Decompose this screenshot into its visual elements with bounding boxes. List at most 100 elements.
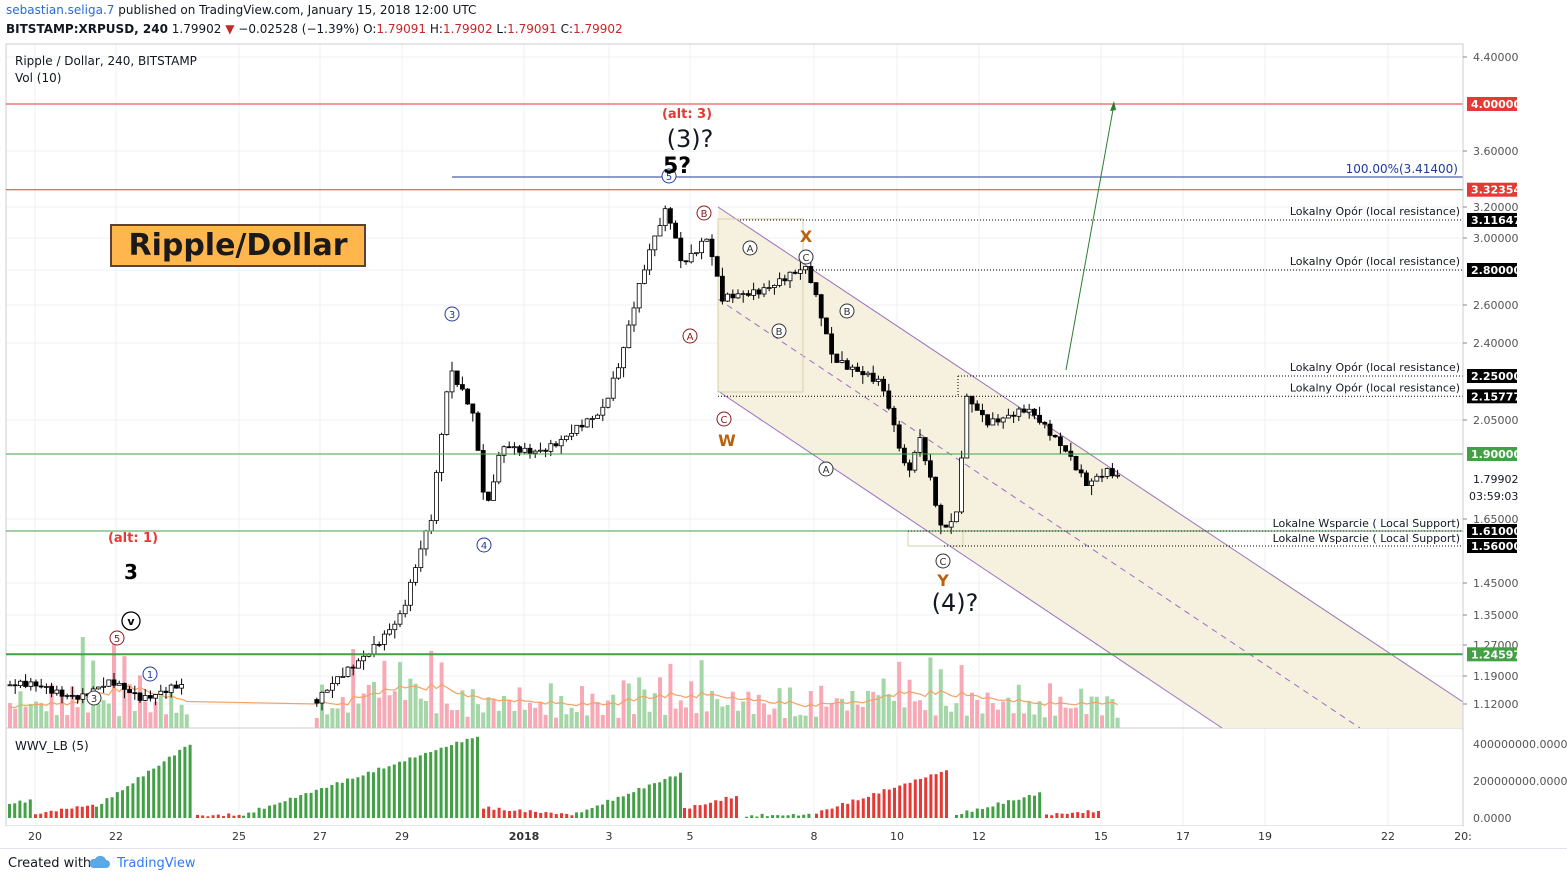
dotted-level-tag: 1.56000 bbox=[1471, 540, 1521, 553]
volume-bar bbox=[101, 700, 106, 728]
candle-body bbox=[735, 293, 741, 299]
candle-body bbox=[652, 235, 658, 251]
indicator-label: WWV_LB (5) bbox=[15, 739, 89, 753]
candle-body bbox=[543, 449, 548, 452]
volume-bar bbox=[626, 683, 631, 728]
volume-bar bbox=[689, 681, 694, 728]
volume-bar bbox=[699, 660, 704, 728]
wwv-bar bbox=[560, 813, 563, 818]
volume-bar bbox=[548, 683, 553, 728]
wwv-bar bbox=[893, 787, 896, 818]
wave-circle bbox=[682, 328, 698, 344]
wwv-bar bbox=[585, 809, 589, 818]
volume-bar bbox=[496, 710, 501, 728]
volume-bar bbox=[366, 684, 371, 728]
wwv-bar bbox=[216, 814, 220, 818]
wwv-bar bbox=[288, 797, 292, 818]
volume-bar bbox=[756, 694, 761, 728]
change-arrow-icon: ▼ bbox=[225, 22, 235, 36]
wwv-bar bbox=[60, 808, 63, 818]
volume-bar bbox=[1037, 701, 1042, 728]
candle-body bbox=[553, 443, 559, 447]
candle-body bbox=[38, 685, 44, 688]
volume-bar bbox=[507, 699, 512, 728]
volume-bar bbox=[886, 694, 891, 728]
wwv-bar bbox=[121, 790, 124, 818]
alt-1-label: (alt: 1) bbox=[108, 531, 158, 546]
volume-bar bbox=[668, 663, 673, 728]
volume-bar bbox=[860, 706, 865, 728]
wave-circle bbox=[935, 553, 951, 569]
wwv-bar bbox=[502, 810, 506, 818]
wwv-bar bbox=[429, 752, 433, 818]
volume-bar bbox=[512, 710, 517, 728]
volume-bar bbox=[158, 695, 163, 728]
alt-3-label: (alt: 3) bbox=[662, 107, 712, 122]
time-tick-label: 29 bbox=[395, 830, 409, 843]
wwv-bar bbox=[320, 788, 323, 818]
candle-body bbox=[163, 690, 169, 693]
candle-body bbox=[933, 476, 938, 506]
wave-circle bbox=[109, 630, 125, 646]
candle-body bbox=[501, 446, 507, 456]
volume-bar bbox=[481, 712, 486, 728]
volume-bar bbox=[450, 710, 454, 728]
candle-body bbox=[714, 256, 720, 277]
candle-body bbox=[1026, 408, 1032, 413]
countdown-label: 03:59:03 bbox=[1469, 490, 1518, 503]
wwv-bar bbox=[1033, 795, 1036, 818]
candle-body bbox=[324, 689, 330, 693]
volume-bar bbox=[330, 708, 335, 728]
volume-bar bbox=[382, 660, 387, 728]
candle-body bbox=[860, 371, 866, 376]
tradingview-link[interactable]: TradingView bbox=[117, 856, 196, 871]
candle-body bbox=[413, 567, 419, 583]
wwv-bar bbox=[299, 795, 303, 818]
candle-body bbox=[179, 684, 185, 689]
wwv-bar bbox=[1091, 812, 1095, 818]
volume-bar bbox=[694, 713, 699, 728]
volume-bar bbox=[642, 689, 647, 728]
candle-body bbox=[829, 333, 834, 355]
created-with-label: Created with bbox=[8, 856, 92, 871]
wwv-bar bbox=[996, 802, 1000, 818]
wwv-bar bbox=[1071, 812, 1074, 818]
volume-bar bbox=[335, 708, 340, 728]
wwv-bar bbox=[95, 806, 98, 818]
candle-body bbox=[855, 366, 860, 372]
wave-circle-label: B bbox=[776, 327, 783, 338]
candle-body bbox=[756, 289, 762, 295]
candle-body bbox=[470, 403, 476, 414]
time-tick-label: 20 bbox=[28, 830, 42, 843]
wwv-bar bbox=[703, 804, 707, 818]
price-tick-label: 1.45000 bbox=[1473, 577, 1519, 590]
volume-bar bbox=[990, 703, 995, 728]
wwv-bar bbox=[601, 804, 604, 818]
candle-body bbox=[1089, 480, 1094, 487]
wave-circle bbox=[476, 537, 492, 553]
wwv-bar bbox=[268, 805, 271, 818]
volume-bar bbox=[429, 650, 434, 728]
author-link[interactable]: sebastian.seliga.7 bbox=[6, 3, 115, 17]
wwv-bar bbox=[283, 801, 287, 818]
volume-bar bbox=[132, 711, 137, 728]
candle-body bbox=[517, 446, 522, 453]
wwv-bar bbox=[294, 798, 297, 818]
volume-bar bbox=[611, 694, 616, 728]
chart-area[interactable]: 100.00%(3.41400) Lokalny Opór (local resi… bbox=[0, 40, 1567, 848]
price-axis[interactable]: 4.40000 3.60000 3.20000 3.00000 2.60000 2.400… bbox=[1462, 44, 1567, 826]
volume-bar bbox=[153, 701, 158, 728]
candle-body bbox=[699, 240, 704, 254]
wave-circle-label: C bbox=[721, 415, 728, 426]
time-tick-label: 22 bbox=[1381, 830, 1395, 843]
volume-bar bbox=[351, 649, 356, 728]
wwv-bar bbox=[1027, 794, 1031, 818]
wwv-bar bbox=[1045, 814, 1048, 818]
symbol-label[interactable]: BITSTAMP:XRPUSD, 240 bbox=[6, 22, 168, 36]
candle-body bbox=[319, 691, 325, 704]
wwv-bar bbox=[1012, 800, 1016, 818]
wwv-bar bbox=[647, 784, 651, 818]
wwv-bar bbox=[621, 796, 625, 818]
volume-bar bbox=[418, 698, 423, 728]
time-axis[interactable]: 20 22 25 27 29 2018 3 5 8 10 12 15 17 19 22 20: bbox=[6, 826, 1472, 846]
